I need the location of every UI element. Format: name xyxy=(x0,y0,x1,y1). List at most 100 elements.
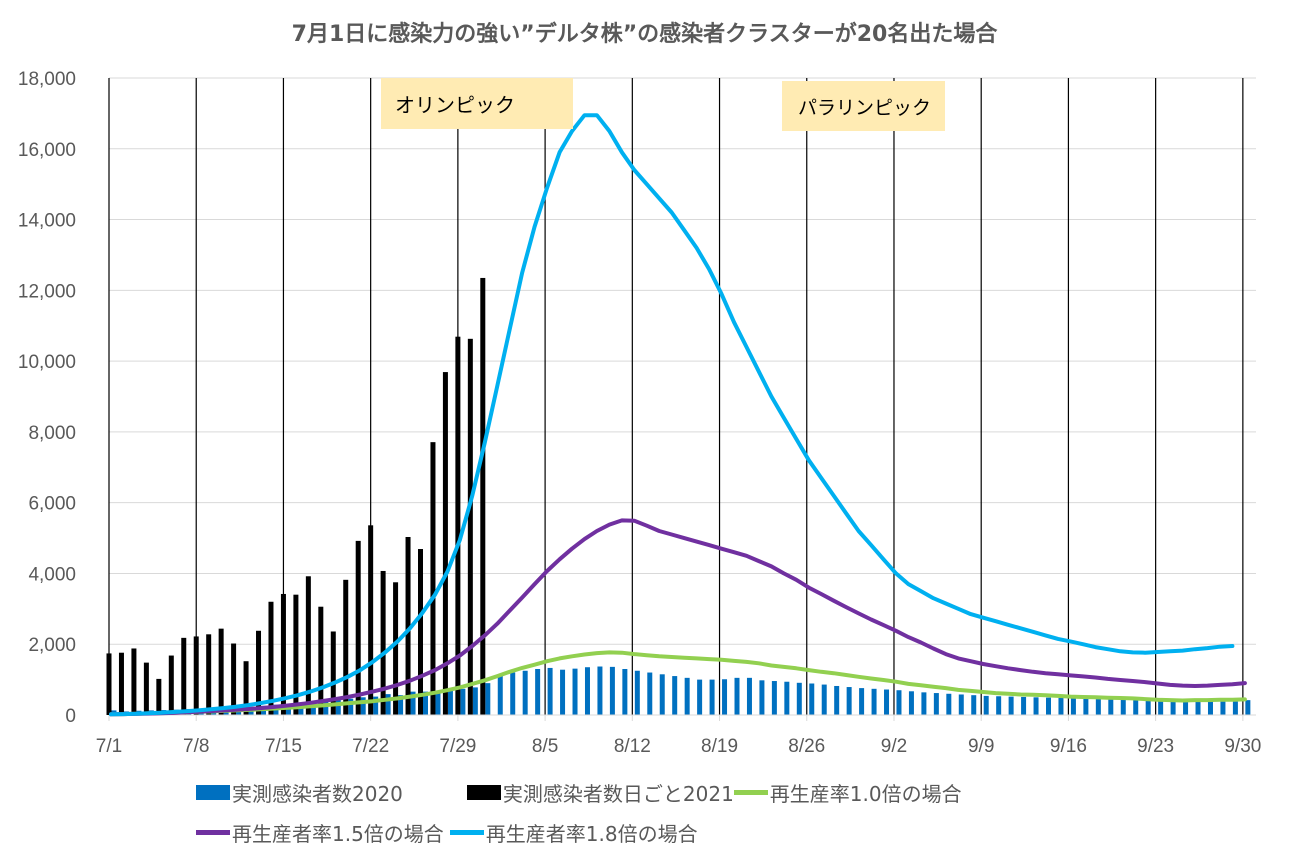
bar-2020 xyxy=(497,676,503,715)
bar-2020 xyxy=(410,691,416,715)
bar-2020 xyxy=(958,694,964,715)
bar-2020 xyxy=(1058,698,1064,715)
olympics-annotation: オリンピック xyxy=(381,78,573,129)
bar-2020 xyxy=(1232,701,1238,715)
legend-item-2020[interactable]: 実測感染者数2020 xyxy=(196,778,403,807)
bar-2021 xyxy=(243,661,249,715)
bar-2020 xyxy=(896,690,902,715)
legend-item-r15[interactable]: 再生産者率1.5倍の場合 xyxy=(196,818,444,847)
bar-2020 xyxy=(1145,700,1151,715)
y-tick-label: 2,000 xyxy=(28,635,76,656)
bar-2020 xyxy=(522,670,528,715)
bar-2020 xyxy=(584,667,590,715)
bar-2020 xyxy=(460,688,466,715)
x-tick-label: 7/8 xyxy=(183,736,209,757)
legend-label: 再生産者率1.8倍の場合 xyxy=(485,822,698,846)
bar-2020 xyxy=(423,691,428,715)
bar-2021 xyxy=(268,601,274,715)
legend-swatch-2020 xyxy=(196,785,230,800)
legend-label: 再生産率1.0倍の場合 xyxy=(769,782,962,806)
legend-row-1: 実測感染者数2020 実測感染者数日ごと2021 再生産率1.0倍の場合 xyxy=(196,778,974,807)
bar-2020 xyxy=(1070,698,1076,715)
line-再生産率1.0倍の場合 xyxy=(109,650,1247,717)
legend-item-2021[interactable]: 実測感染者数日ごと2021 xyxy=(466,778,734,807)
bar-2020 xyxy=(1120,699,1126,715)
bar-2020 xyxy=(908,691,914,715)
x-tick-label: 7/15 xyxy=(265,736,302,757)
bar-2021 xyxy=(156,678,162,715)
x-tick-label: 7/29 xyxy=(439,736,476,757)
bar-2020 xyxy=(609,666,615,715)
bar-2020 xyxy=(1095,699,1101,715)
x-tick-label: 8/19 xyxy=(701,736,738,757)
bar-2021 xyxy=(393,582,399,715)
bar-2020 xyxy=(996,696,1002,715)
legend-label: 実測感染者数日ごと2021 xyxy=(502,782,734,806)
bar-2020 xyxy=(697,679,703,715)
bar-2020 xyxy=(796,682,802,715)
bar-2021 xyxy=(318,606,324,715)
y-tick-label: 14,000 xyxy=(18,211,76,232)
bar-2021 xyxy=(355,540,361,715)
legend-swatch-r10 xyxy=(733,790,768,795)
y-tick-label: 12,000 xyxy=(18,281,76,302)
bar-2020 xyxy=(472,687,478,715)
bar-2020 xyxy=(348,698,354,715)
bar-2020 xyxy=(485,683,491,715)
bar-2021 xyxy=(218,628,224,715)
bar-2020 xyxy=(1245,700,1251,715)
bar-2020 xyxy=(983,695,989,715)
bar-2020 xyxy=(560,669,566,715)
bar-2020 xyxy=(921,692,927,715)
paralympics-label: パラリンピック xyxy=(798,96,932,119)
bar-2020 xyxy=(435,691,441,715)
bar-2021 xyxy=(143,662,149,715)
legend-item-r18[interactable]: 再生産者率1.8倍の場合 xyxy=(449,818,698,847)
bar-2020 xyxy=(647,672,653,715)
bar-2020 xyxy=(1083,698,1089,715)
x-tick-label: 8/12 xyxy=(614,736,651,757)
bar-2020 xyxy=(971,695,977,715)
bar-2020 xyxy=(1008,696,1014,715)
legend-row-2: 再生産者率1.5倍の場合 再生産者率1.8倍の場合 xyxy=(196,818,710,847)
bar-2020 xyxy=(1220,701,1226,715)
bar-2021 xyxy=(131,648,137,715)
bar-2020 xyxy=(447,690,453,715)
bar-2020 xyxy=(398,695,404,715)
bar-2021 xyxy=(467,338,473,715)
y-tick-label: 4,000 xyxy=(28,564,76,585)
olympics-label: オリンピック xyxy=(395,93,515,117)
bar-2020 xyxy=(335,699,341,715)
bar-2020 xyxy=(821,684,827,715)
bar-2020 xyxy=(933,693,939,715)
x-tick-label: 9/30 xyxy=(1224,736,1261,757)
bar-2020 xyxy=(684,677,690,715)
legend-label: 実測感染者数2020 xyxy=(232,782,403,806)
bar-2021 xyxy=(305,576,311,715)
line-再生産者率1.5倍の場合 xyxy=(109,518,1247,717)
bar-2020 xyxy=(759,680,765,715)
bar-2020 xyxy=(1207,701,1213,715)
x-tick-label: 8/5 xyxy=(532,736,558,757)
x-tick-label: 7/22 xyxy=(352,736,389,757)
bar-2020 xyxy=(385,694,391,715)
x-tick-label: 9/9 xyxy=(968,736,994,757)
bar-2020 xyxy=(510,672,516,715)
chart-title: 7月1日に感染力の強い”デルタ株”の感染者クラスターが20名出た場合 xyxy=(291,22,998,47)
y-tick-label: 0 xyxy=(65,706,76,727)
bar-2020 xyxy=(1133,700,1139,715)
bar-2020 xyxy=(1158,700,1164,715)
bar-2020 xyxy=(659,674,665,715)
legend-item-r10[interactable]: 再生産率1.0倍の場合 xyxy=(733,778,962,807)
bar-2020 xyxy=(734,677,740,715)
x-tick-label: 7/1 xyxy=(96,736,122,757)
bar-2020 xyxy=(535,668,541,715)
bar-2020 xyxy=(622,668,628,715)
bar-2021 xyxy=(418,549,423,715)
x-tick-label: 8/26 xyxy=(788,736,825,757)
legend-swatch-2021 xyxy=(466,785,501,800)
x-tick-label: 9/23 xyxy=(1137,736,1174,757)
bar-2021 xyxy=(231,643,237,715)
y-tick-label: 6,000 xyxy=(28,494,76,515)
